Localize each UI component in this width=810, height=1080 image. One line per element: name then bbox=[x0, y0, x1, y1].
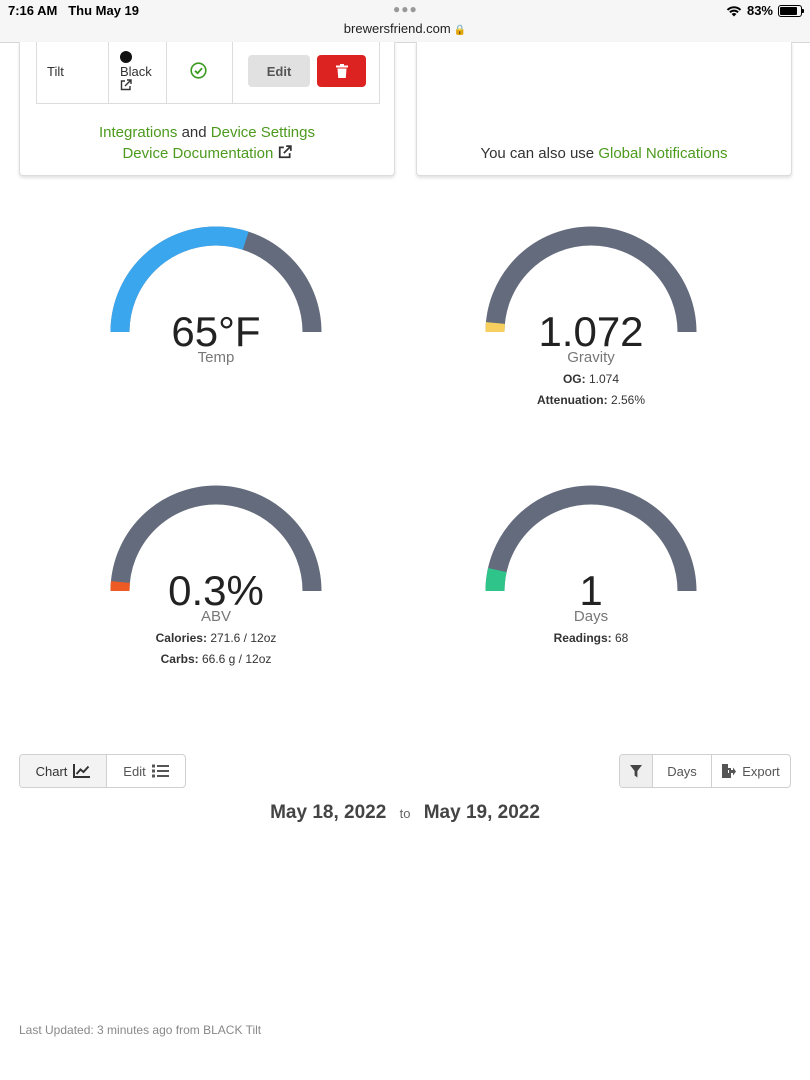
trash-icon bbox=[335, 64, 348, 78]
og-label: OG: bbox=[562, 372, 586, 386]
external-link-icon[interactable] bbox=[278, 145, 292, 159]
clock-time: 7:16 AM bbox=[8, 3, 58, 18]
ios-status-bar: 7:16 AM Thu May 19 ●●● brewersfriend.com… bbox=[0, 0, 810, 43]
days-gauge: 1 Days Readings: 68 bbox=[481, 485, 701, 685]
notifications-note: You can also use Global Notifications bbox=[417, 145, 791, 162]
integrations-link[interactable]: Integrations bbox=[99, 124, 178, 141]
temp-gauge: 65°F Temp bbox=[106, 226, 326, 426]
device-table: Tilt Black Edit bbox=[36, 42, 380, 104]
chart-options: Days Export bbox=[619, 754, 791, 788]
temp-value: 65°F bbox=[171, 308, 261, 355]
device-color-cell: Black bbox=[109, 42, 167, 103]
device-name: Tilt bbox=[47, 64, 64, 79]
notifications-prefix: You can also use bbox=[480, 145, 595, 162]
export-label: Export bbox=[742, 763, 780, 779]
abv-label: ABV bbox=[200, 608, 231, 625]
wifi-icon bbox=[726, 5, 742, 16]
carbs-label: Carbs: bbox=[160, 652, 199, 666]
clock-date: Thu May 19 bbox=[68, 3, 140, 18]
device-status-cell bbox=[167, 42, 233, 103]
url-text: brewersfriend.com bbox=[343, 21, 451, 36]
device-documentation-link[interactable]: Device Documentation bbox=[122, 145, 274, 162]
gravity-gauge-arc bbox=[485, 226, 697, 333]
integrations-line: Integrations and Device Settings bbox=[20, 124, 394, 141]
temp-label: Temp bbox=[197, 349, 235, 366]
days-button[interactable]: Days bbox=[653, 755, 712, 787]
color-dot-icon bbox=[120, 51, 132, 63]
attenuation-info: Attenuation: 2.56% bbox=[481, 393, 701, 407]
device-settings-link[interactable]: Device Settings bbox=[210, 124, 315, 141]
export-button[interactable]: Export bbox=[712, 755, 790, 787]
days-gauge-arc bbox=[485, 485, 697, 592]
view-toggle: Chart Edit bbox=[19, 754, 186, 788]
readings-value: 68 bbox=[615, 631, 629, 645]
last-updated: Last Updated: 3 minutes ago from BLACK T… bbox=[19, 1023, 262, 1037]
edit-device-button[interactable]: Edit bbox=[248, 55, 310, 87]
edit-label: Edit bbox=[123, 763, 146, 779]
calories-info: Calories: 271.6 / 12oz bbox=[106, 631, 326, 645]
filter-button[interactable] bbox=[620, 755, 653, 787]
chart-view-button[interactable]: Chart bbox=[20, 755, 107, 787]
days-value: 1 bbox=[579, 567, 603, 614]
device-actions-cell: Edit bbox=[233, 42, 379, 103]
notifications-card: You can also use Global Notifications bbox=[416, 42, 792, 176]
date-separator: to bbox=[399, 806, 411, 821]
lock-icon: 🔒 bbox=[453, 25, 467, 36]
og-info: OG: 1.074 bbox=[481, 372, 701, 386]
and-text: and bbox=[181, 124, 207, 141]
export-icon bbox=[722, 764, 737, 778]
line-chart-icon bbox=[73, 764, 91, 778]
check-circle-icon bbox=[190, 62, 207, 79]
device-name-cell: Tilt bbox=[37, 42, 109, 103]
attenuation-label: Attenuation: bbox=[536, 393, 608, 407]
battery-percent: 83% bbox=[746, 3, 773, 18]
readings-label: Readings: bbox=[553, 631, 612, 645]
days-button-label: Days bbox=[667, 763, 697, 779]
status-right: 83% bbox=[726, 3, 804, 18]
edit-view-button[interactable]: Edit bbox=[107, 755, 185, 787]
og-value: 1.074 bbox=[588, 372, 620, 386]
device-color: Black bbox=[120, 64, 152, 79]
abv-value: 0.3% bbox=[168, 567, 264, 614]
calories-label: Calories: bbox=[155, 631, 207, 645]
abv-gauge: 0.3% ABV Calories: 271.6 / 12oz Carbs: 6… bbox=[106, 485, 326, 685]
start-date[interactable]: May 18, 2022 bbox=[270, 802, 387, 823]
gravity-value: 1.072 bbox=[538, 308, 644, 355]
attenuation-value: 2.56% bbox=[610, 393, 646, 407]
temp-gauge-arc bbox=[110, 226, 322, 333]
device-card: Tilt Black Edit bbox=[19, 42, 395, 176]
delete-device-button[interactable] bbox=[317, 55, 366, 87]
date-range: May 18, 2022 to May 19, 2022 bbox=[0, 802, 810, 824]
carbs-info: Carbs: 66.6 g / 12oz bbox=[106, 652, 326, 666]
address-bar[interactable]: brewersfriend.com 🔒 bbox=[0, 21, 810, 36]
battery-icon bbox=[778, 4, 804, 17]
list-icon bbox=[151, 764, 169, 778]
chart-label: Chart bbox=[35, 763, 68, 779]
global-notifications-link[interactable]: Global Notifications bbox=[598, 145, 728, 162]
carbs-value: 66.6 g / 12oz bbox=[201, 652, 272, 666]
filter-icon bbox=[630, 764, 642, 777]
more-dots-icon[interactable]: ●●● bbox=[393, 2, 418, 16]
gravity-label: Gravity bbox=[567, 349, 615, 366]
end-date[interactable]: May 19, 2022 bbox=[423, 802, 540, 823]
documentation-line: Device Documentation bbox=[20, 145, 394, 162]
abv-gauge-arc bbox=[110, 485, 322, 592]
external-link-icon[interactable] bbox=[120, 79, 132, 91]
readings-info: Readings: 68 bbox=[481, 631, 701, 645]
days-label: Days bbox=[573, 608, 609, 625]
gravity-gauge: 1.072 Gravity OG: 1.074 Attenuation: 2.5… bbox=[481, 226, 701, 426]
calories-value: 271.6 / 12oz bbox=[210, 631, 277, 645]
status-time: 7:16 AM Thu May 19 bbox=[8, 3, 139, 18]
